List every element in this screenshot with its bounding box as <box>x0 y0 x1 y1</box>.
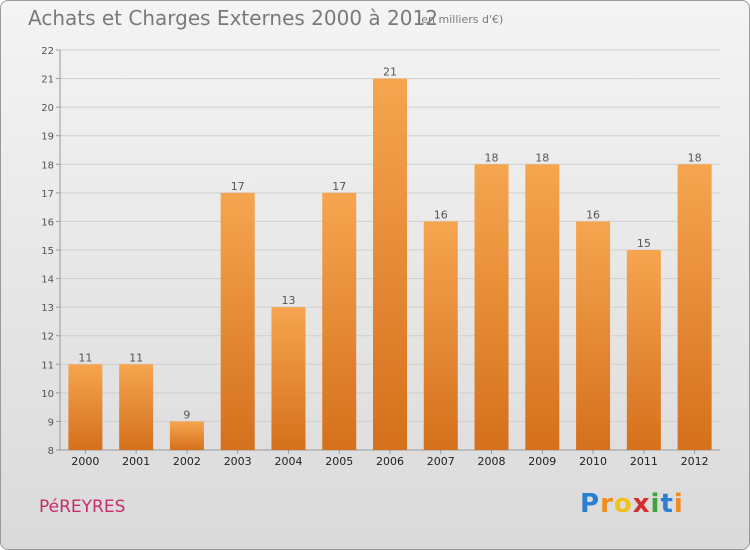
data-label: 11 <box>129 351 143 364</box>
y-tick-label: 10 <box>41 389 54 400</box>
y-axis-ticks: 8 9 10 11 12 13 14 15 16 17 18 19 20 21 22 <box>41 46 60 457</box>
y-tick-label: 16 <box>41 217 54 228</box>
town-name: PéREYRES <box>39 497 126 517</box>
logo-letter: t <box>660 489 674 519</box>
data-label: 16 <box>586 208 600 221</box>
bar <box>68 364 103 450</box>
x-tick-label: 2006 <box>376 455 404 468</box>
bar <box>373 78 407 451</box>
data-label: 17 <box>332 180 346 193</box>
bar <box>677 164 712 451</box>
x-tick-label: 2009 <box>528 455 556 468</box>
data-label: 16 <box>434 208 448 221</box>
y-tick-label: 17 <box>41 189 54 200</box>
y-tick-label: 11 <box>41 360 54 371</box>
x-tick-label: 2000 <box>71 455 99 468</box>
x-tick-label: 2008 <box>478 455 506 468</box>
y-tick-label: 15 <box>41 246 54 257</box>
bar <box>119 364 154 450</box>
data-label: 18 <box>688 151 702 164</box>
data-label: 15 <box>637 237 651 250</box>
y-tick-label: 12 <box>41 332 54 343</box>
y-tick-label: 20 <box>41 103 54 114</box>
bar <box>220 192 255 450</box>
logo-letter: P <box>580 489 601 519</box>
y-tick-label: 9 <box>48 417 54 428</box>
x-tick-label: 2010 <box>579 455 607 468</box>
x-tick-label: 2004 <box>274 455 302 468</box>
data-label: 13 <box>281 294 295 307</box>
chart-unit: (en milliers d'€) <box>417 13 504 26</box>
bar <box>576 221 611 450</box>
bar <box>271 307 306 450</box>
x-tick-label: 2001 <box>122 455 150 468</box>
bar <box>169 421 204 450</box>
bar <box>525 164 560 451</box>
y-tick-label: 18 <box>41 160 54 171</box>
logo-letter: o <box>613 489 633 519</box>
bars <box>68 78 712 451</box>
logo-letter: r <box>600 489 614 519</box>
data-label: 9 <box>183 408 190 421</box>
x-tick-label: 2002 <box>173 455 201 468</box>
logo-letter: i <box>650 489 661 519</box>
y-tick-label: 21 <box>41 75 54 86</box>
y-tick-label: 22 <box>41 46 54 57</box>
bar <box>423 221 458 450</box>
data-label: 18 <box>485 151 499 164</box>
bar <box>322 192 357 450</box>
y-tick-label: 19 <box>41 132 54 143</box>
data-label: 18 <box>535 151 549 164</box>
bar <box>626 250 661 450</box>
x-tick-label: 2003 <box>224 455 252 468</box>
x-tick-label: 2011 <box>630 455 658 468</box>
proxiti-logo[interactable]: Proxiti <box>580 489 684 519</box>
data-label: 17 <box>231 180 245 193</box>
y-tick-label: 14 <box>41 275 54 286</box>
x-tick-label: 2005 <box>325 455 353 468</box>
chart-title: Achats et Charges Externes 2000 à 2012 <box>28 6 438 30</box>
x-tick-label: 2012 <box>681 455 709 468</box>
y-tick-label: 13 <box>41 303 54 314</box>
data-labels: 11 11 9 17 13 17 21 16 18 18 16 15 18 <box>78 66 701 422</box>
x-axis-ticks: 2000 2001 2002 2003 2004 2005 2006 2007 2008 2009… <box>71 450 709 468</box>
data-label: 21 <box>383 66 397 79</box>
data-label: 11 <box>78 351 92 364</box>
logo-letter: i <box>673 489 684 519</box>
y-tick-label: 8 <box>48 446 54 457</box>
logo-letter: x <box>632 489 651 519</box>
x-tick-label: 2007 <box>427 455 455 468</box>
bar <box>474 164 509 451</box>
